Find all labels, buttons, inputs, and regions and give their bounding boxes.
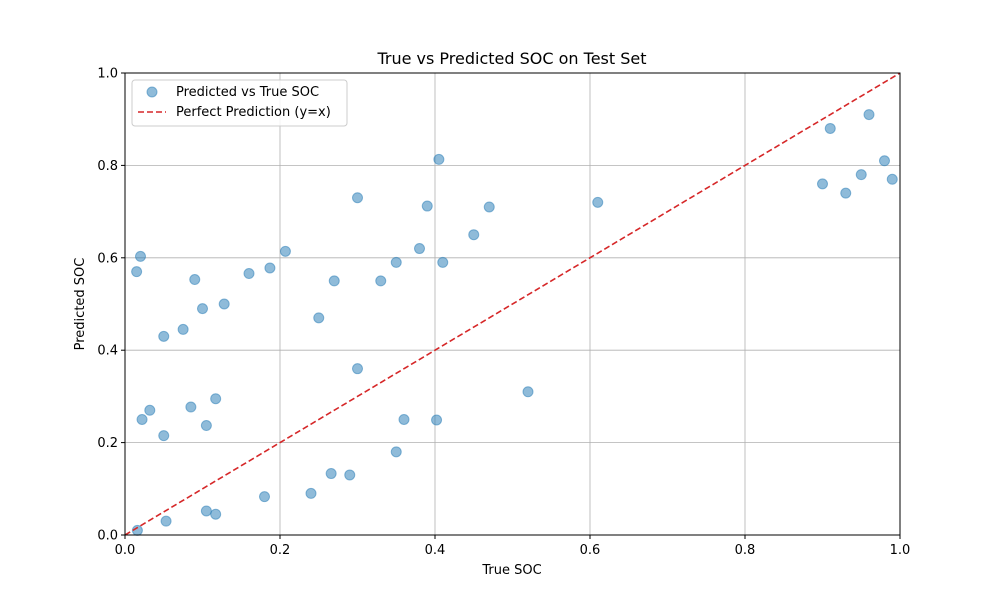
x-tick-label-4: 0.8 [735, 543, 756, 558]
scatter-point-3 [189, 274, 201, 286]
scatter-point-45 [398, 414, 410, 425]
plot-frame [124, 72, 901, 536]
scatter-point-21 [325, 468, 337, 480]
scatter-point-47 [131, 266, 143, 278]
scatter-point-18 [431, 414, 443, 426]
scatter-point-38 [863, 109, 875, 121]
scatter-point-46 [437, 256, 449, 268]
scatter-point-15 [185, 401, 197, 413]
scatter-point-36 [879, 155, 890, 167]
chart-title: True vs Predicted SOC on Test Set [376, 49, 646, 68]
scatter-point-37 [886, 173, 898, 185]
perfect-prediction-line [124, 72, 901, 536]
x-tick-label-0: 0.0 [115, 543, 136, 558]
scatter-point-16 [210, 393, 222, 405]
scatter-point-4 [197, 303, 208, 315]
x-tick-label-3: 0.6 [580, 543, 601, 558]
scatter-point-2 [177, 323, 189, 335]
scatter-point-42 [390, 256, 402, 268]
scatter-point-5 [218, 298, 230, 310]
scatter-point-26 [200, 505, 212, 517]
scatter-point-13 [144, 404, 156, 416]
scatter-point-34 [817, 178, 828, 190]
scatter-point-23 [305, 487, 317, 499]
scatter-point-41 [375, 275, 387, 287]
scatter-point-27 [160, 515, 172, 527]
x-axis-ticks: 0.0 0.2 0.4 0.6 0.8 1.0 [115, 535, 911, 558]
legend: Predicted vs True SOC Perfect Prediction… [131, 79, 348, 127]
scatter-point-29 [352, 363, 363, 375]
y-tick-label-5: 1.0 [97, 67, 118, 82]
scatter-point-32 [468, 229, 480, 241]
scatter-point-43 [328, 275, 340, 287]
scatter-point-8 [279, 245, 291, 257]
scatter-point-20 [344, 469, 356, 481]
legend-label-line: Perfect Prediction (y=x) [176, 105, 331, 120]
scatter-point-17 [200, 420, 212, 432]
scatter-point-0 [135, 250, 146, 262]
scatter-point-24 [259, 491, 270, 503]
y-tick-label-4: 0.8 [97, 159, 118, 174]
y-tick-label-0: 0.0 [97, 529, 118, 544]
y-tick-label-2: 0.4 [97, 344, 118, 359]
scatter-point-19 [522, 386, 534, 398]
y-tick-label-1: 0.2 [97, 436, 118, 451]
x-tick-label-2: 0.4 [425, 543, 446, 558]
scatter-point-12 [158, 430, 170, 442]
x-axis-label: True SOC [481, 563, 541, 578]
scatter-point-6 [243, 268, 255, 280]
scatter-point-14 [136, 414, 148, 425]
scatter-points [131, 109, 898, 536]
scatter-point-22 [390, 446, 402, 458]
y-tick-label-3: 0.6 [97, 251, 118, 266]
scatter-point-1 [158, 330, 170, 342]
scatter-point-44 [313, 312, 325, 324]
x-tick-label-5: 1.0 [890, 543, 911, 558]
scatter-point-9 [352, 192, 363, 204]
y-axis-ticks: 0.0 0.2 0.4 0.6 0.8 1.0 [97, 67, 125, 544]
scatter-point-35 [855, 169, 867, 181]
scatter-point-30 [414, 243, 425, 255]
scatter-point-11 [421, 200, 433, 212]
x-tick-label-1: 0.2 [270, 543, 291, 558]
legend-label-scatter: Predicted vs True SOC [176, 85, 319, 100]
reference-line [124, 72, 901, 536]
legend-scatter-marker [146, 86, 158, 98]
y-axis-label: Predicted SOC [73, 258, 88, 351]
scatter-point-40 [840, 187, 852, 199]
scatter-point-31 [483, 201, 495, 213]
scatter-point-10 [433, 153, 445, 165]
scatter-point-39 [824, 122, 836, 134]
scatter-point-25 [210, 508, 222, 520]
scatter-point-7 [264, 262, 276, 274]
legend-box [131, 79, 348, 127]
scatter-point-33 [592, 196, 604, 208]
